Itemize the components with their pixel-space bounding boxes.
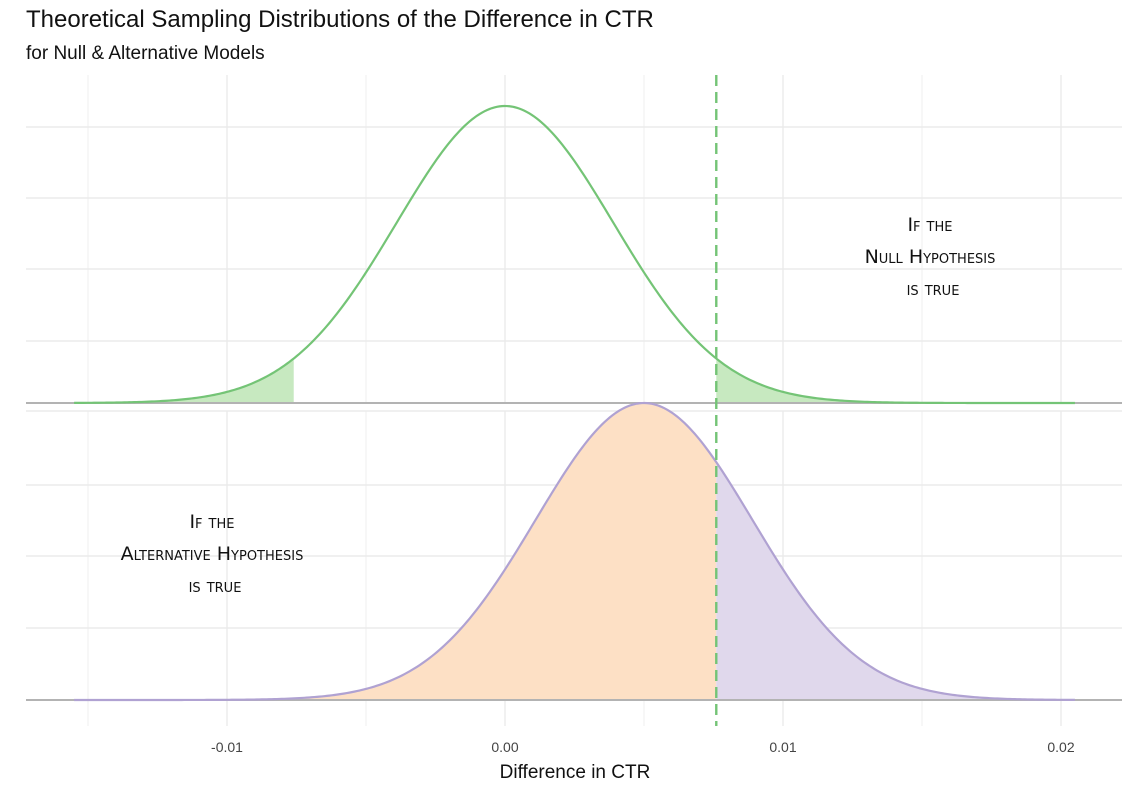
x-tick-label: -0.01 xyxy=(211,739,243,755)
x-tick-label: 0.02 xyxy=(1047,739,1074,755)
null-annotation-line: Null Hypothesis xyxy=(865,246,996,268)
density-curve xyxy=(74,104,1075,405)
chart-subtitle: for Null & Alternative Models xyxy=(26,43,265,64)
null-annotation-line: is true xyxy=(907,278,960,300)
density-curve xyxy=(74,401,1075,702)
shaded-region xyxy=(74,403,717,700)
x-axis-title: Difference in CTR xyxy=(500,762,651,783)
alt-annotation-line: is true xyxy=(189,575,242,597)
alt-annotation-line: Alternative Hypothesis xyxy=(121,543,304,565)
x-tick-label: 0.00 xyxy=(491,739,518,755)
x-axis-ticks: -0.01 0.00 0.01 0.02 xyxy=(211,739,1075,755)
shaded-region xyxy=(716,462,1075,700)
alternative-annotation: If the Alternative Hypothesis is true xyxy=(121,511,310,597)
shaded-region xyxy=(74,358,294,403)
x-tick-label: 0.01 xyxy=(769,739,796,755)
shaded-region xyxy=(716,358,1075,403)
null-annotation: If the Null Hypothesis is true xyxy=(865,214,1002,300)
chart-title: Theoretical Sampling Distributions of th… xyxy=(26,6,654,33)
alt-annotation-line: If the xyxy=(189,511,234,533)
null-panel xyxy=(26,104,1122,405)
alternative-panel xyxy=(26,401,1122,702)
null-annotation-line: If the xyxy=(907,214,952,236)
